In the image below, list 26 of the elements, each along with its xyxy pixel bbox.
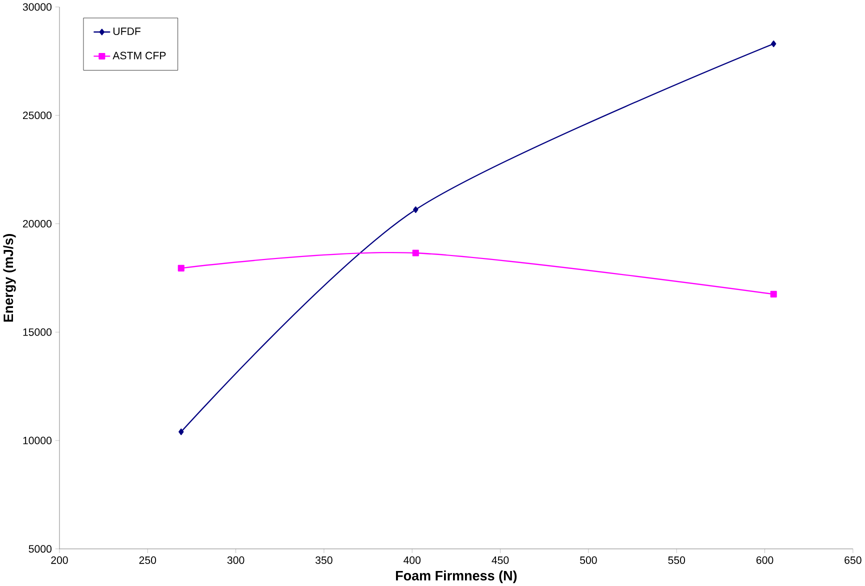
x-tick-label: 250 [139, 556, 156, 564]
x-tick-label: 600 [756, 556, 774, 564]
x-tick-label: 350 [316, 556, 332, 564]
x-tick-label: 500 [580, 556, 597, 564]
point [178, 264, 184, 272]
x-tick-label: 550 [668, 556, 686, 564]
point [770, 290, 777, 298]
x-tick-label: 300 [227, 556, 244, 564]
point [413, 206, 418, 213]
y-tick-label: 25000 [23, 111, 52, 119]
y-tick-label: 5000 [28, 545, 52, 552]
x-tick-label: 450 [492, 556, 509, 564]
y-tick-label: 30000 [22, 3, 52, 11]
x-tick-label: 400 [404, 556, 421, 564]
y-tick-label: 15000 [23, 328, 52, 336]
x-tick-label: 650 [844, 556, 862, 564]
y-tick-label: 10000 [23, 436, 52, 444]
y-tick-label: 20000 [23, 220, 52, 228]
legend-label: UFDF [113, 27, 140, 35]
x-axis-title: Foam Firmness (N) [396, 570, 517, 583]
point [770, 40, 776, 47]
y-axis-title: Energy (mJ/s) [3, 234, 16, 322]
legend-label: ASTM CFP [112, 52, 166, 60]
point [178, 428, 184, 435]
x-tick-label: 200 [51, 556, 68, 564]
point [412, 250, 419, 256]
